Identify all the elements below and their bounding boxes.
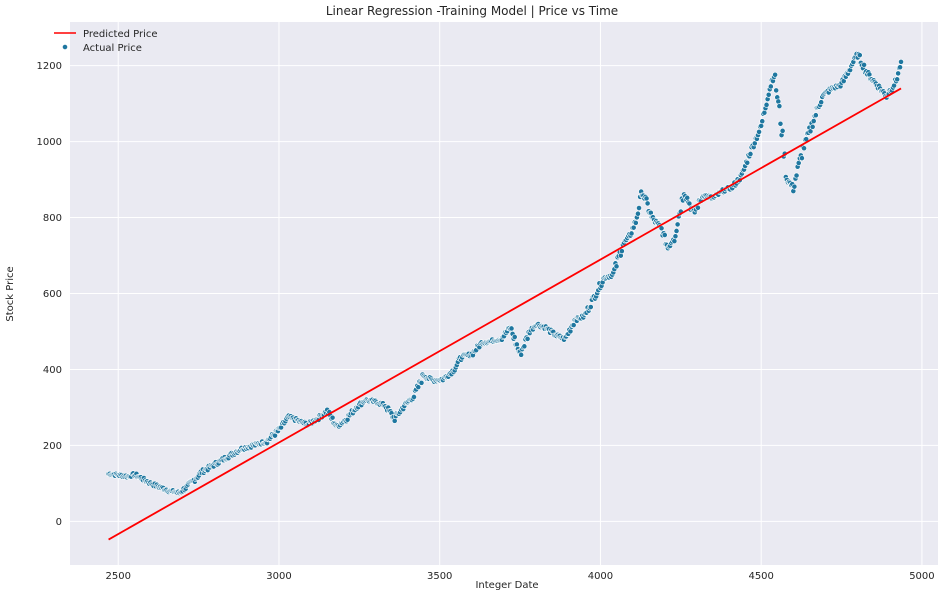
scatter-point	[773, 87, 780, 94]
scatter-point	[744, 159, 751, 166]
scatter-point	[765, 91, 772, 98]
y-tick-label: 1000	[37, 137, 62, 148]
scatter-point	[776, 103, 783, 110]
scatter-point	[747, 151, 754, 157]
scatter-point	[775, 98, 782, 105]
legend-label-actual: Actual Price	[83, 43, 142, 54]
scatter-point	[779, 127, 786, 134]
scatter-point	[767, 83, 774, 90]
grid	[70, 22, 938, 565]
scatter-point	[793, 172, 800, 179]
scatter-point	[508, 325, 515, 332]
x-tick-label: 5000	[909, 571, 934, 582]
x-tick-label: 2500	[105, 571, 130, 582]
scatter-point	[810, 118, 817, 124]
scatter-point	[635, 210, 641, 217]
scatter-point	[812, 112, 819, 119]
scatter-point	[329, 414, 336, 421]
x-tick-labels: 2500 3000 3500 4000 4500 5000	[105, 571, 934, 582]
scatter-point	[898, 58, 904, 65]
scatter-point	[672, 233, 679, 240]
scatter-point	[791, 183, 798, 190]
legend-marker-swatch	[62, 44, 68, 50]
scatter-point	[759, 118, 766, 125]
scatter-point	[644, 200, 651, 207]
scatter-point	[632, 220, 639, 226]
scatter-point	[809, 123, 816, 130]
legend-label-predicted: Predicted Price	[83, 29, 158, 40]
scatter-point	[856, 52, 863, 59]
scatter-point	[521, 343, 528, 350]
scatter-point	[587, 304, 594, 310]
scatter-point	[763, 101, 770, 108]
scatter-point	[411, 394, 417, 400]
scatter-point	[618, 248, 625, 255]
scatter-point	[643, 195, 650, 202]
x-tick-label: 3000	[266, 571, 291, 582]
scatter-point	[818, 99, 825, 106]
x-tick-label: 4000	[588, 571, 613, 582]
scatter-point	[866, 71, 873, 78]
scatter-point	[674, 221, 681, 228]
scatter-point	[673, 228, 680, 234]
scatter-point	[613, 263, 620, 270]
y-axis-label: Stock Price	[5, 266, 16, 321]
regression-line	[108, 87, 902, 541]
scatter-point	[524, 336, 531, 342]
y-tick-label: 800	[43, 213, 62, 224]
y-tick-label: 0	[56, 517, 62, 528]
y-tick-label: 200	[43, 441, 62, 452]
scatter-point	[391, 417, 398, 424]
scatter-point	[628, 230, 635, 237]
scatter-point	[695, 204, 701, 211]
scatter-point	[801, 145, 807, 152]
x-tick-label: 3500	[427, 571, 452, 582]
scatter-point	[861, 61, 867, 68]
scatter-point	[895, 70, 902, 77]
scatter-point	[630, 224, 637, 231]
scatter-point	[418, 379, 425, 386]
scatter-point	[799, 155, 805, 162]
scatter-series	[105, 51, 904, 496]
scatter-point	[415, 384, 422, 391]
chart-title: Linear Regression -Training Model | Pric…	[326, 4, 618, 18]
scatter-point	[518, 351, 525, 358]
scatter-point	[894, 76, 901, 83]
scatter-point	[897, 64, 903, 71]
scatter-point	[772, 71, 779, 78]
y-tick-label: 400	[43, 365, 62, 376]
y-tick-label: 1200	[37, 61, 62, 72]
scatter-point	[758, 122, 765, 129]
line-series	[108, 87, 902, 541]
scatter-point	[756, 129, 762, 135]
scatter-point	[777, 120, 784, 127]
x-tick-label: 4500	[748, 571, 773, 582]
scatter-point	[671, 238, 678, 245]
scatter-point	[636, 205, 642, 211]
legend: Predicted Price Actual Price	[54, 29, 158, 54]
scatter-point	[511, 334, 518, 340]
y-tick-labels: 0 200 400 600 800 1000 1200	[37, 61, 62, 528]
scatter-point	[661, 232, 668, 238]
y-tick-label: 600	[43, 289, 62, 300]
x-axis-label: Integer Date	[475, 580, 538, 591]
